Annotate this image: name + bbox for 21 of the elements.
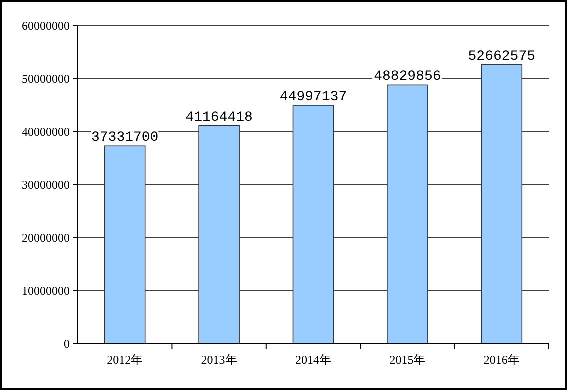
x-tick-label: 2015年 [390, 353, 426, 367]
bar [292, 105, 334, 344]
data-label: 44997137 [280, 90, 348, 106]
x-tick-label: 2014年 [296, 353, 332, 367]
y-tick-label: 0 [64, 337, 70, 352]
y-tick-label: 10000000 [22, 284, 70, 298]
data-label: 37331700 [91, 130, 159, 146]
y-tick-label: 60000000 [22, 19, 70, 34]
x-tick-label: 2016年 [484, 353, 520, 367]
y-tick-label: 40000000 [22, 125, 70, 140]
bar [481, 64, 523, 344]
bar [198, 125, 240, 344]
data-label: 41164418 [186, 110, 253, 126]
x-tick-label: 2013年 [201, 353, 238, 367]
bar [387, 84, 428, 344]
data-label: 52662575 [468, 48, 536, 65]
y-tick-label: 30000000 [22, 178, 70, 192]
y-tick-label: 20000000 [22, 231, 70, 246]
bar [104, 146, 146, 344]
x-tick-label: 2012年 [107, 353, 144, 367]
y-tick-label: 50000000 [22, 72, 70, 86]
